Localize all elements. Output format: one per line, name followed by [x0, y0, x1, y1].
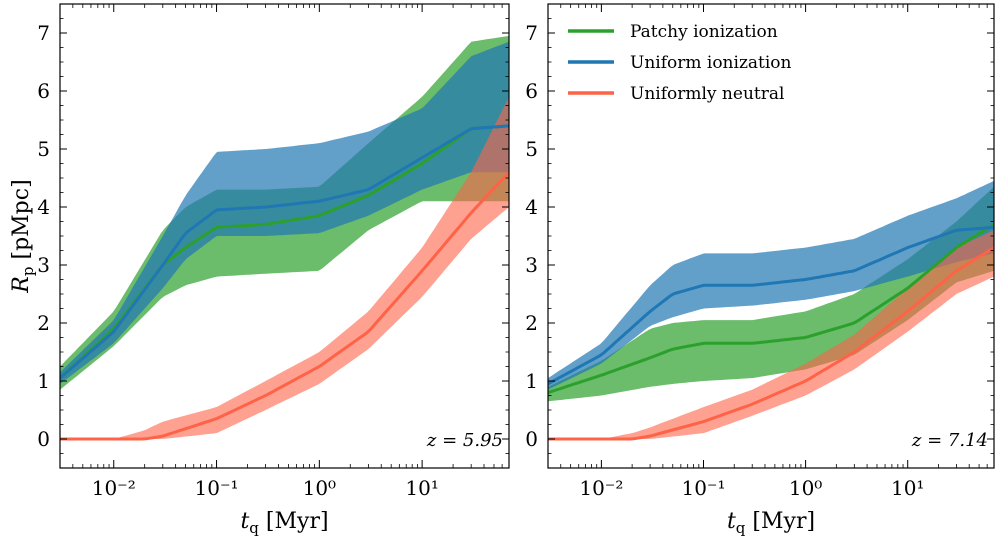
band-patchy-ionization — [548, 186, 994, 402]
legend-entry: Patchy ionization — [630, 22, 778, 42]
x-tick-label: 10⁰ — [303, 476, 336, 500]
redshift-annotation: z = 7.14 — [911, 430, 988, 451]
x-axis-label: tq [Myr] — [727, 509, 815, 537]
y-tick-label: 2 — [37, 311, 50, 335]
band-uniform-ionization — [60, 41, 509, 384]
x-tick-label: 10⁰ — [789, 476, 822, 500]
plot-area — [60, 35, 509, 441]
y-tick-label: 3 — [525, 253, 538, 277]
y-tick-label: 6 — [37, 79, 50, 103]
y-tick-label: 4 — [525, 195, 538, 219]
line-patchy-ionization — [548, 223, 994, 395]
y-tick-label: 1 — [37, 369, 50, 393]
x-tick-label: 10⁻¹ — [195, 476, 239, 500]
y-tick-label: 7 — [525, 21, 538, 45]
y-tick-label: 1 — [525, 369, 538, 393]
line-uniform-ionization — [548, 225, 994, 386]
x-tick-label: 10⁻² — [92, 476, 136, 500]
panel-2: 0 1 2 3 4 5 6 7 10⁻² 10⁻¹ 10⁰ 10¹ tq [Myr] z = 7.14 Pa… — [525, 3, 995, 537]
x-tick-label: 10¹ — [891, 476, 924, 500]
plot-area — [548, 180, 994, 441]
x-tick-label: 10¹ — [405, 476, 438, 500]
y-tick-label: 6 — [525, 79, 538, 103]
y-tick-label: 0 — [37, 427, 50, 451]
y-tick-label: 4 — [37, 195, 50, 219]
legend-entry: Uniformly neutral — [630, 84, 784, 104]
y-tick-label: 5 — [525, 137, 538, 161]
legend-entry: Uniform ionization — [630, 53, 792, 73]
x-tick-label: 10⁻² — [579, 476, 623, 500]
band-uniform-ionization — [548, 180, 994, 390]
band-uniformly-neutral — [60, 96, 509, 440]
y-axis-label: Rp [pMpc] — [9, 179, 37, 293]
x-tick-label: 10⁻¹ — [681, 476, 725, 500]
y-tick-label: 3 — [37, 253, 50, 277]
y-tick-label: 7 — [37, 21, 50, 45]
line-uniformly-neutral — [548, 246, 994, 441]
y-tick-label: 5 — [37, 137, 50, 161]
line-uniform-ionization — [60, 124, 509, 380]
redshift-annotation: z = 5.95 — [426, 430, 503, 451]
line-uniformly-neutral — [60, 171, 509, 441]
panel-1: 0 1 2 3 4 5 6 7 10⁻² 10⁻¹ 10⁰ 10¹ tq [Myr] Rp [pMpc] z… — [9, 3, 510, 537]
y-tick-label: 0 — [525, 427, 538, 451]
y-tick-label: 2 — [525, 311, 538, 335]
x-axis-label: tq [Myr] — [240, 509, 328, 537]
